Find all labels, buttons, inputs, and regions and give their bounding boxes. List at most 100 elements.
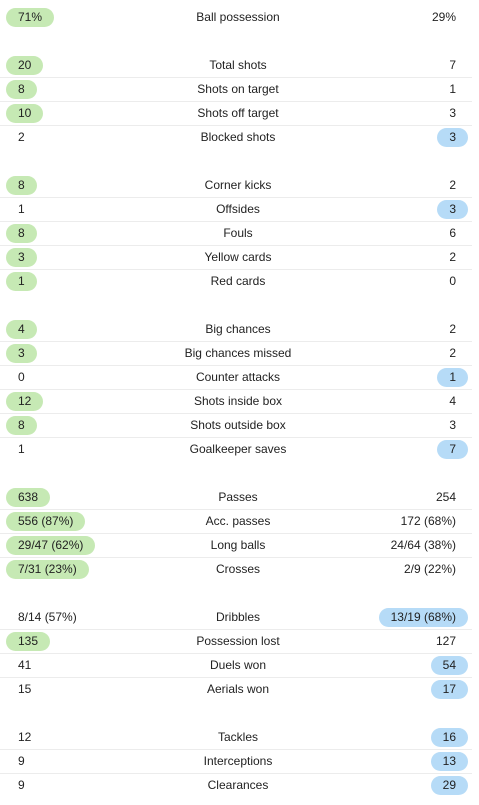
stat-name: Long balls: [210, 538, 266, 552]
away-value: 17: [430, 680, 468, 699]
stat-name: Ball possession: [196, 10, 280, 24]
away-value: 13/19 (68%): [378, 608, 468, 627]
stat-row: 12 Shots inside box 4: [0, 390, 472, 414]
stat-name: Shots on target: [197, 82, 279, 96]
home-value: 8: [6, 80, 37, 99]
stat-row: 29/47 (62%) Long balls 24/64 (38%): [0, 534, 472, 558]
away-value: 1: [437, 368, 468, 387]
stat-name: Tackles: [217, 730, 258, 744]
away-value: 24/64 (38%): [390, 538, 456, 552]
stat-row: 8 Shots on target 1: [0, 78, 472, 102]
home-value: 1: [18, 202, 25, 216]
away-value: 2: [449, 250, 456, 264]
stat-row: 8 Shots outside box 3: [0, 414, 472, 438]
away-value: 2/9 (22%): [403, 562, 456, 576]
away-value: 13: [430, 752, 468, 771]
home-value: 15: [18, 682, 32, 696]
stat-name: Blocked shots: [200, 130, 276, 144]
stat-row: 7/31 (23%) Crosses 2/9 (22%): [0, 558, 472, 582]
away-value: 7: [437, 440, 468, 459]
away-value: 16: [430, 728, 468, 747]
home-value: 2: [18, 130, 25, 144]
stat-name: Aerials won: [206, 682, 270, 696]
home-value: 10: [6, 104, 44, 123]
stat-row: 8 Corner kicks 2: [0, 174, 472, 198]
stat-name: Interceptions: [203, 754, 273, 768]
away-value: 0: [449, 274, 456, 288]
stat-name: Counter attacks: [195, 370, 281, 384]
away-value: 3: [437, 128, 468, 147]
home-value: 1: [6, 272, 37, 291]
stat-row: 1 Red cards 0: [0, 270, 472, 294]
stat-name: Goalkeeper saves: [189, 442, 287, 456]
stat-name: Passes: [218, 490, 258, 504]
stat-name: Yellow cards: [204, 250, 272, 264]
away-value: 29%: [431, 10, 456, 24]
home-value: 0: [18, 370, 25, 384]
stat-row: 8/14 (57%) Dribbles 13/19 (68%): [0, 606, 472, 630]
home-value: 20: [6, 56, 44, 75]
stat-name: Possession lost: [196, 634, 280, 648]
away-value: 1: [449, 82, 456, 96]
home-value: 7/31 (23%): [6, 560, 89, 579]
stat-row: 135 Possession lost 127: [0, 630, 472, 654]
stat-row: 20 Total shots 7: [0, 54, 472, 78]
home-value: 29/47 (62%): [6, 536, 96, 555]
stat-name: Shots off target: [197, 106, 279, 120]
stat-row: 71% Ball possession 29%: [0, 6, 472, 30]
home-value: 8/14 (57%): [18, 610, 77, 624]
home-value: 3: [6, 344, 37, 363]
stat-row: 638 Passes 254: [0, 486, 472, 510]
stat-name: Shots inside box: [193, 394, 283, 408]
away-value: 2: [449, 322, 456, 336]
away-value: 127: [435, 634, 456, 648]
stat-name: Offsides: [216, 202, 260, 216]
home-value: 8: [6, 176, 37, 195]
away-value: 29: [430, 776, 468, 795]
home-value: 9: [18, 778, 25, 792]
stat-row: 41 Duels won 54: [0, 654, 472, 678]
stat-name: Dribbles: [215, 610, 260, 624]
stat-name: Shots outside box: [190, 418, 286, 432]
stat-name: Big chances missed: [184, 346, 292, 360]
stat-row: 4 Big chances 2: [0, 318, 472, 342]
away-value: 54: [430, 656, 468, 675]
stat-row: 3 Big chances missed 2: [0, 342, 472, 366]
away-value: 2: [449, 346, 456, 360]
home-value: 3: [6, 248, 37, 267]
home-value: 4: [6, 320, 37, 339]
home-value: 8: [6, 224, 37, 243]
home-value: 8: [6, 416, 37, 435]
stat-name: Total shots: [209, 58, 267, 72]
stat-row: 9 Interceptions 13: [0, 750, 472, 774]
stat-row: 556 (87%) Acc. passes 172 (68%): [0, 510, 472, 534]
home-value: 71%: [6, 8, 55, 27]
stat-name: Big chances: [205, 322, 271, 336]
away-value: 4: [449, 394, 456, 408]
home-value: 41: [18, 658, 32, 672]
stat-name: Clearances: [207, 778, 269, 792]
stat-row: 0 Counter attacks 1: [0, 366, 472, 390]
stat-row: 9 Clearances 29: [0, 774, 472, 798]
stat-row: 2 Blocked shots 3: [0, 126, 472, 150]
home-value: 12: [6, 392, 44, 411]
away-value: 2: [449, 178, 456, 192]
away-value: 3: [437, 200, 468, 219]
home-value: 638: [6, 488, 51, 507]
stat-row: 10 Shots off target 3: [0, 102, 472, 126]
stat-row: 8 Fouls 6: [0, 222, 472, 246]
away-value: 7: [449, 58, 456, 72]
home-value: 1: [18, 442, 25, 456]
stat-row: 15 Aerials won 17: [0, 678, 472, 702]
away-value: 254: [435, 490, 456, 504]
stat-row: 1 Goalkeeper saves 7: [0, 438, 472, 462]
away-value: 6: [449, 226, 456, 240]
stat-name: Acc. passes: [205, 514, 271, 528]
stat-name: Fouls: [223, 226, 253, 240]
away-value: 172 (68%): [400, 514, 456, 528]
stat-name: Duels won: [209, 658, 267, 672]
stat-name: Red cards: [210, 274, 266, 288]
stat-name: Corner kicks: [204, 178, 272, 192]
away-value: 3: [449, 106, 456, 120]
